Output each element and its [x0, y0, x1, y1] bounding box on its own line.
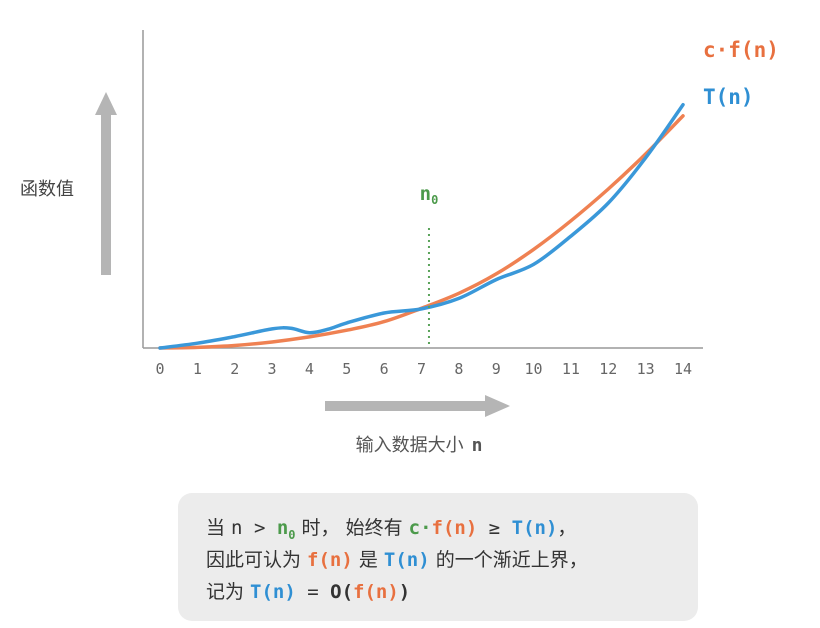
x-tick-label: 7 [417, 360, 426, 378]
x-tick-label: 8 [454, 360, 463, 378]
x-tick-label: 5 [342, 360, 351, 378]
note-line-3: 记为 T(n) = O(f(n)) [206, 581, 411, 603]
n0-label: n0 [420, 183, 439, 207]
x-tick-label: 2 [230, 360, 239, 378]
x-tick-label: 0 [155, 360, 164, 378]
y-arrow-shaft [101, 113, 111, 275]
legend-cf: c·f(n) [703, 38, 779, 62]
x-tick-label: 14 [674, 360, 692, 378]
series-line-t [158, 102, 685, 350]
x-tick-label: 13 [637, 360, 655, 378]
note-line-2: 因此可认为 f(n) 是 T(n) 的一个渐近上界， [206, 549, 588, 571]
y-axis-label: 函数值 [20, 179, 74, 200]
x-tick-label: 6 [380, 360, 389, 378]
explanation-note: 当 n > n0 时， 始终有 c·f(n) ≥ T(n)， 因此可认为 f(n… [178, 493, 698, 621]
x-tick-label: 10 [525, 360, 543, 378]
legend-t: T(n) [703, 85, 754, 109]
chart: 函数值 输入数据大小 n 0 1 2 3 4 5 6 7 8 9 10 11 12 13 14 n0 c·f(… [20, 30, 779, 456]
x-tick-label: 3 [268, 360, 277, 378]
x-tick-label: 11 [562, 360, 580, 378]
y-arrow-head [95, 92, 117, 115]
x-arrow-head [485, 395, 510, 417]
series-line-cf [158, 114, 685, 350]
note-line-1: 当 n > n0 时， 始终有 c·f(n) ≥ T(n)， [206, 517, 577, 542]
x-tick-label: 12 [599, 360, 617, 378]
x-tick-label: 4 [305, 360, 314, 378]
x-tick-label: 1 [193, 360, 202, 378]
x-axis-label: 输入数据大小 n [356, 435, 483, 456]
x-arrow-shaft [325, 401, 487, 411]
x-tick-label: 9 [492, 360, 501, 378]
